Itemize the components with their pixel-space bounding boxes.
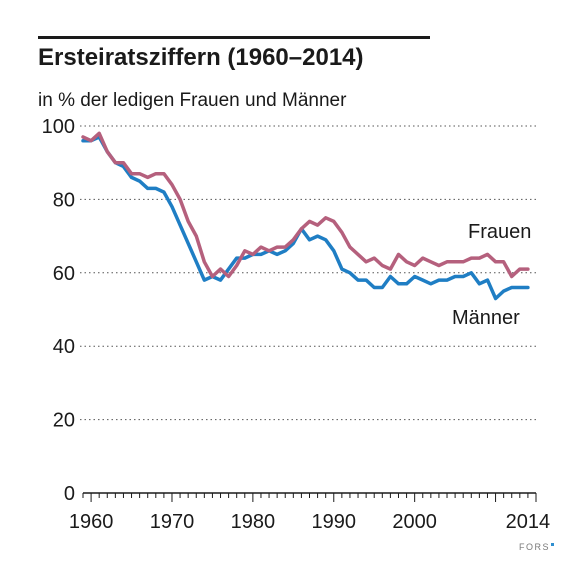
- x-tick-label: 1980: [231, 511, 276, 533]
- y-tick-label: 0: [64, 483, 75, 505]
- series-line-frauen: [81, 131, 530, 279]
- chart-title: Ersteiratsziffern (1960–2014): [38, 44, 364, 71]
- y-tick-label: 100: [42, 116, 75, 138]
- y-tick-label: 20: [53, 410, 75, 432]
- x-tick-label: 1990: [312, 511, 357, 533]
- logo-text: FORS: [519, 542, 551, 552]
- y-axis-tick-labels: 0 20 40 60 80 100: [42, 116, 75, 505]
- y-tick-label: 60: [53, 263, 75, 285]
- title-rule: [38, 36, 430, 39]
- series-label-frauen: Frauen: [468, 221, 531, 243]
- x-tick-label: 1970: [150, 511, 195, 533]
- y-tick-label: 40: [53, 336, 75, 358]
- x-tick-label: 2014: [506, 511, 551, 533]
- y-tick-label: 80: [53, 189, 75, 211]
- series-lines: [81, 131, 530, 301]
- chart-subtitle: in % der ledigen Frauen und Männer: [38, 90, 347, 111]
- x-tick-label: 2000: [392, 511, 437, 533]
- fors-logo: FORS: [519, 542, 555, 552]
- x-axis: [82, 492, 537, 502]
- logo-dot: [551, 543, 555, 546]
- x-axis-tick-labels: 1960 1970 1980 1990 2000 2014: [69, 511, 550, 533]
- series-label-maenner: Männer: [452, 307, 520, 329]
- series-line-maenner: [81, 135, 530, 301]
- series-labels: Frauen Männer: [452, 221, 531, 329]
- x-tick-label: 1960: [69, 511, 114, 533]
